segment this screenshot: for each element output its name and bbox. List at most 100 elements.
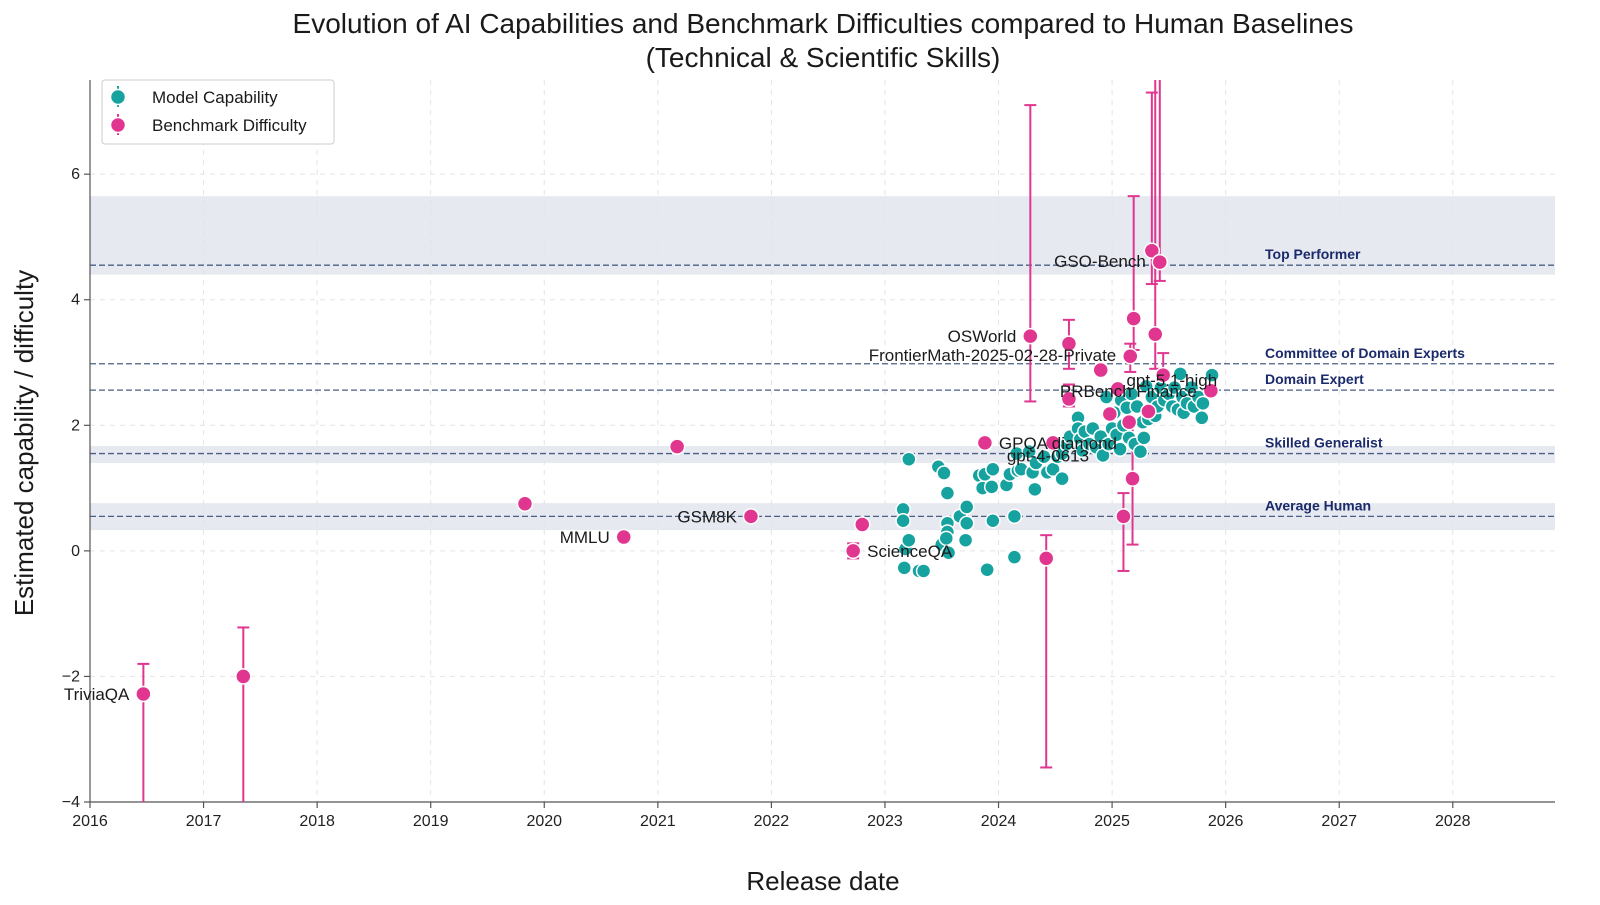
axes: 2016 2017 2018 2019 2020 2021 2022 2023 2024 2025… xyxy=(62,80,1555,830)
benchmark-point-6 xyxy=(844,542,862,560)
benchmark-annotation-6: ScienceQA xyxy=(867,542,953,561)
benchmark-point-14 xyxy=(1092,361,1109,379)
benchmark-point-10 xyxy=(1037,550,1055,567)
y-tick-label-1: −2 xyxy=(62,668,80,685)
legend-box xyxy=(101,79,335,145)
baseline-label-2: Domain Expert xyxy=(1265,371,1364,387)
model-point-92 xyxy=(1204,367,1220,383)
benchmark-point-11 xyxy=(1044,434,1062,452)
benchmark-point-23 xyxy=(1143,242,1161,260)
model-point-18 xyxy=(958,515,975,531)
model-point-36 xyxy=(1027,481,1043,498)
benchmark-point-3 xyxy=(615,528,633,546)
baseline-lines: Top Performer Committee of Domain Experts… xyxy=(90,246,1555,517)
benchmark-annotation-27: PRBench Finance xyxy=(1060,382,1197,401)
benchmark-point-24 xyxy=(1146,326,1164,343)
benchmark-point-1 xyxy=(235,668,252,685)
benchmark-point-8 xyxy=(976,434,994,452)
model-point-25 xyxy=(985,512,1001,529)
benchmark-annotation-3: MMLU xyxy=(560,528,610,547)
model-annotation-74: gpt-5.1-high xyxy=(1126,371,1217,390)
benchmark-point-9 xyxy=(1022,327,1039,345)
benchmark-annotation-0: TriviaQA xyxy=(64,685,130,704)
benchmark-point-20 xyxy=(1125,310,1142,327)
model-point-7 xyxy=(915,563,932,579)
y-tick-label-2: 0 xyxy=(71,543,80,560)
model-point-24 xyxy=(983,479,1000,495)
model-point-83 xyxy=(1172,366,1188,382)
x-tick-label-6: 2022 xyxy=(754,813,790,830)
y-axis-label: Estimated capability / difficulty xyxy=(9,270,39,616)
x-tick-label-12: 2028 xyxy=(1435,813,1471,830)
x-tick-label-2: 2018 xyxy=(299,813,335,830)
y-tick-label-5: 6 xyxy=(71,166,80,183)
annotations: TriviaQA MMLU GSM8K ScienceQA GPQA diamond OS… xyxy=(64,252,1217,704)
benchmark-point-26 xyxy=(1154,366,1172,384)
x-tick-label-5: 2021 xyxy=(640,813,676,830)
model-point-23 xyxy=(979,561,995,578)
grid xyxy=(89,80,1555,803)
benchmark-point-7 xyxy=(853,516,871,533)
model-point-10 xyxy=(936,465,952,481)
baseline-label-3: Skilled Generalist xyxy=(1265,435,1383,451)
y-tick-label-4: 4 xyxy=(71,292,80,309)
model-point-17 xyxy=(957,532,974,548)
model-point-90 xyxy=(1194,410,1210,426)
x-tick-label-7: 2023 xyxy=(867,813,903,830)
y-tick-label-0: −4 xyxy=(62,794,80,811)
model-point-91 xyxy=(1195,395,1211,412)
model-point-19 xyxy=(958,499,975,515)
model-point-26 xyxy=(985,461,1001,478)
benchmark-point-18 xyxy=(1122,347,1139,365)
legend: Model Capability Benchmark Difficulty xyxy=(101,79,335,145)
legend-model-label: Model Capability xyxy=(152,88,278,107)
x-tick-label-1: 2017 xyxy=(186,813,222,830)
baseline-label-4: Average Human xyxy=(1265,497,1371,513)
benchmark-annotation-18: FrontierMath-2025-02-28-Private xyxy=(869,346,1117,365)
model-point-30 xyxy=(1006,549,1023,565)
model-point-14 xyxy=(938,530,955,547)
benchmark-point-5 xyxy=(742,508,760,525)
benchmark-point-2 xyxy=(516,495,534,513)
model-point-15 xyxy=(940,545,957,561)
model-point-5 xyxy=(901,451,917,467)
model-point-3 xyxy=(896,560,913,576)
model-point-71 xyxy=(1136,430,1152,446)
benchmark-point-25 xyxy=(1151,253,1169,271)
benchmark-annotation-5: GSM8K xyxy=(677,507,737,526)
chart-subtitle: (Technical & Scientific Skills) xyxy=(646,42,1001,73)
x-tick-label-9: 2025 xyxy=(1094,813,1130,830)
model-point-4 xyxy=(901,532,917,548)
model-point-61 xyxy=(1112,441,1128,457)
model-point-1 xyxy=(895,512,911,529)
benchmark-point-4 xyxy=(668,438,686,455)
baseline-band-0 xyxy=(90,196,1555,275)
legend-model-marker xyxy=(109,88,127,106)
model-point-11 xyxy=(939,485,956,501)
benchmark-point-21 xyxy=(1124,470,1141,487)
model-point-34 xyxy=(1021,443,1037,460)
x-tick-label-3: 2019 xyxy=(413,813,449,830)
model-point-29 xyxy=(1006,508,1023,525)
x-tick-label-8: 2024 xyxy=(981,813,1017,830)
model-point-56 xyxy=(1098,389,1115,405)
benchmark-annotation-9: OSWorld xyxy=(948,327,1017,346)
model-point-69 xyxy=(1132,443,1149,460)
benchmark-annotation-25: GSO-Bench xyxy=(1054,252,1146,271)
legend-bench-label: Benchmark Difficulty xyxy=(152,116,307,135)
x-tick-label-11: 2027 xyxy=(1321,813,1357,830)
benchmark-points xyxy=(135,242,1220,703)
x-axis-label: Release date xyxy=(746,866,899,896)
benchmark-point-16 xyxy=(1109,380,1127,398)
benchmark-point-17 xyxy=(1115,508,1132,525)
benchmark-point-12 xyxy=(1060,335,1078,352)
baseline-band-3 xyxy=(90,446,1555,463)
model-annotation-26: gpt-4-0613 xyxy=(1007,446,1089,465)
x-tick-label-10: 2026 xyxy=(1208,813,1244,830)
benchmark-point-27 xyxy=(1202,382,1220,400)
y-tick-label-3: 2 xyxy=(71,417,80,434)
x-tick-label-0: 2016 xyxy=(72,813,108,830)
legend-bench-marker xyxy=(109,116,127,134)
model-point-42 xyxy=(1054,470,1070,487)
